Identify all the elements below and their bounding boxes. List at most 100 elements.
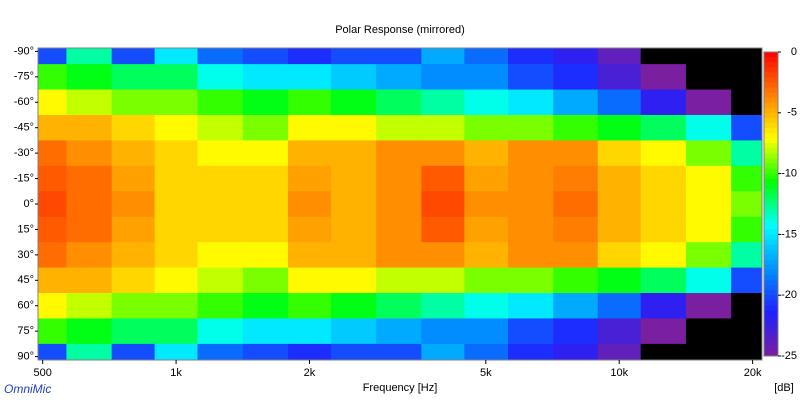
heatmap-cell	[553, 242, 599, 269]
colorbar-segment	[764, 188, 778, 195]
heatmap-cell	[197, 216, 244, 243]
heatmap-cell	[111, 267, 156, 294]
heatmap-cell	[38, 64, 67, 91]
heatmap-cell	[640, 267, 687, 294]
heatmap-cell	[330, 216, 377, 243]
heatmap-cell	[154, 242, 199, 269]
heatmap-cell	[38, 293, 67, 319]
heatmap-cell	[421, 216, 465, 243]
heatmap-cell	[287, 242, 332, 269]
colorbar-segment	[764, 158, 778, 164]
heatmap-cell	[66, 267, 113, 294]
heatmap-cell	[553, 89, 599, 116]
colorbar-segment	[764, 163, 778, 170]
heatmap-cell	[685, 293, 732, 319]
heatmap-cell	[508, 216, 554, 243]
heatmap	[38, 48, 762, 360]
watermark: OmniMic	[4, 382, 51, 396]
y-tick-label: -15°	[14, 172, 34, 184]
x-tick-label: 1k	[170, 367, 182, 379]
colorbar-segment	[764, 97, 778, 104]
heatmap-cell	[685, 242, 732, 269]
heatmap-cell	[197, 293, 244, 319]
colorbar-segment	[764, 198, 778, 205]
heatmap-cell	[330, 293, 377, 319]
heatmap-cell	[731, 114, 762, 141]
heatmap-cell	[111, 114, 156, 141]
heatmap-cell	[640, 114, 687, 141]
heatmap-cell	[242, 64, 289, 91]
heatmap-cell	[330, 191, 377, 218]
heatmap-cell	[287, 293, 332, 319]
heatmap-cell	[154, 114, 199, 141]
heatmap-cell	[154, 293, 199, 319]
heatmap-cell	[685, 48, 732, 65]
colorbar-segment	[764, 122, 778, 129]
colorbar-segment	[764, 117, 778, 124]
heatmap-cell	[287, 140, 332, 167]
heatmap-cell	[685, 343, 732, 360]
colorbar-frame	[763, 51, 779, 357]
colorbar-segment	[764, 280, 778, 286]
heatmap-cell	[464, 343, 509, 360]
heatmap-cell	[553, 64, 599, 91]
heatmap-cell	[330, 318, 377, 345]
heatmap-cell	[66, 89, 113, 116]
heatmap-cell	[508, 267, 554, 294]
heatmap-cell	[464, 165, 509, 192]
heatmap-cell	[197, 114, 244, 141]
heatmap-cell	[553, 318, 599, 345]
heatmap-cell	[287, 267, 332, 294]
heatmap-cell	[287, 114, 332, 141]
heatmap-cell	[640, 318, 687, 345]
heatmap-cell	[111, 191, 156, 218]
heatmap-cell	[508, 140, 554, 167]
heatmap-cell	[640, 216, 687, 243]
y-tick-label: 75°	[17, 325, 34, 337]
colorbar-segment	[764, 173, 778, 180]
colorbar-label: [dB]	[774, 382, 794, 394]
heatmap-cell	[508, 293, 554, 319]
colorbar-segment	[764, 340, 778, 347]
heatmap-cell	[38, 216, 67, 243]
colorbar-segment	[764, 87, 778, 94]
heatmap-cell	[66, 242, 113, 269]
heatmap-cell	[508, 191, 554, 218]
heatmap-cell	[154, 48, 199, 65]
heatmap-cell	[731, 318, 762, 345]
heatmap-cell	[287, 216, 332, 243]
heatmap-cell	[66, 216, 113, 243]
heatmap-cell	[66, 293, 113, 319]
heatmap-cell	[154, 343, 199, 360]
colorbar-segment	[764, 290, 778, 296]
heatmap-cell	[376, 114, 422, 141]
heatmap-cell	[640, 165, 687, 192]
colorbar-segment	[764, 224, 778, 230]
heatmap-cell	[376, 89, 422, 116]
heatmap-cell	[330, 165, 377, 192]
heatmap-cell	[640, 64, 687, 91]
heatmap-cell	[464, 140, 509, 167]
y-tick-label: -60°	[14, 96, 34, 108]
colorbar-segment	[764, 269, 778, 276]
heatmap-cell	[330, 114, 377, 141]
heatmap-cell	[421, 242, 465, 269]
heatmap-cell	[242, 89, 289, 116]
y-tick-label: -45°	[14, 122, 34, 134]
heatmap-cell	[287, 191, 332, 218]
heatmap-cell	[66, 140, 113, 167]
heatmap-cell	[421, 191, 465, 218]
heatmap-cell	[553, 140, 599, 167]
heatmap-cell	[597, 89, 642, 116]
heatmap-cell	[197, 242, 244, 269]
heatmap-cell	[421, 318, 465, 345]
heatmap-cell	[376, 165, 422, 192]
heatmap-cell	[685, 89, 732, 116]
colorbar-segment	[764, 239, 778, 246]
colorbar-segment	[764, 168, 778, 175]
heatmap-cell	[154, 89, 199, 116]
heatmap-cell	[553, 293, 599, 319]
heatmap-cell	[287, 89, 332, 116]
colorbar-segment	[764, 77, 778, 83]
heatmap-cell	[197, 140, 244, 167]
